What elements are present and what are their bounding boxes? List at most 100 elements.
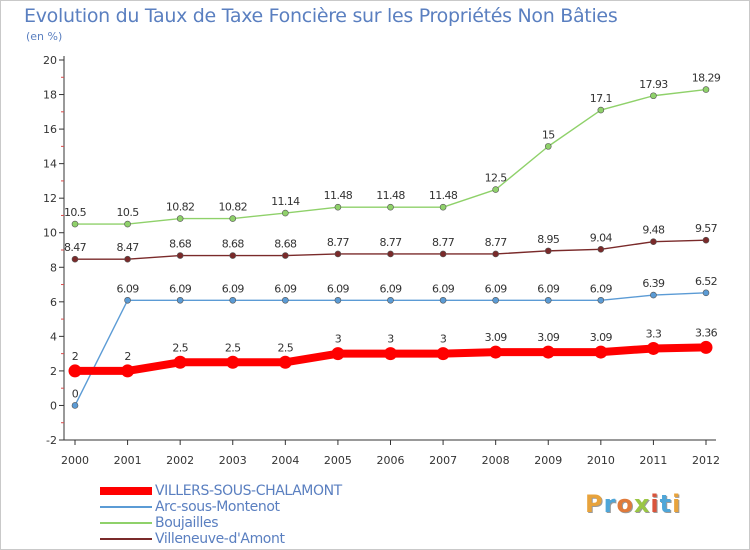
data-point [541, 345, 555, 359]
data-label: 10.82 [219, 201, 248, 214]
data-label: 17.93 [639, 78, 668, 91]
legend-label: Arc-sous-Montenot [155, 499, 280, 515]
data-label: 8.77 [432, 236, 455, 249]
legend-swatch [100, 538, 152, 540]
data-label: 12.5 [485, 172, 508, 185]
data-point [71, 220, 79, 228]
data-point [387, 250, 394, 258]
legend-label: Boujailles [155, 515, 219, 531]
x-tick-label: 2000 [61, 454, 89, 467]
data-label: 8.77 [485, 236, 508, 249]
x-tick-label: 2012 [692, 454, 720, 467]
data-point [702, 289, 710, 297]
data-point [489, 345, 503, 359]
data-label: 6.09 [537, 282, 560, 295]
data-point [176, 296, 184, 304]
data-label: 3.09 [537, 331, 560, 344]
chart-title: Evolution du Taux de Taxe Foncière sur l… [24, 5, 618, 27]
data-label: 3 [387, 333, 394, 346]
data-label: 17.1 [590, 92, 612, 105]
data-point [439, 250, 447, 258]
data-point [71, 255, 79, 263]
legend-swatch [100, 522, 152, 524]
data-label: 11.48 [324, 189, 353, 202]
data-point [597, 296, 605, 304]
data-point [282, 252, 289, 259]
data-label: 2 [72, 350, 78, 363]
data-label: 11.48 [376, 189, 405, 202]
data-label: 8.47 [64, 241, 87, 254]
data-point [492, 250, 499, 258]
data-point [702, 86, 710, 93]
data-point [544, 143, 552, 150]
chart-subtitle: (en %) [26, 30, 63, 43]
data-point [71, 402, 79, 409]
data-label: 8.68 [274, 238, 297, 251]
x-tick-label: 2001 [114, 454, 142, 467]
data-point [334, 296, 342, 304]
data-point [226, 355, 240, 369]
data-point [173, 355, 187, 369]
data-point [387, 296, 394, 304]
data-label: 3.09 [485, 331, 508, 344]
data-label: 18.29 [692, 72, 721, 85]
x-tick-label: 2008 [482, 454, 510, 467]
y-tick-label: 16 [43, 123, 57, 136]
data-point [492, 186, 499, 193]
x-tick-label: 2002 [166, 454, 194, 467]
data-point [229, 252, 237, 259]
data-point [124, 255, 131, 263]
data-label: 10.5 [64, 206, 87, 219]
x-tick-label: 2003 [219, 454, 247, 467]
data-point [702, 236, 710, 244]
data-point [699, 340, 713, 354]
data-point [646, 341, 660, 355]
data-label: 3.36 [695, 326, 718, 339]
data-label: 0 [72, 387, 79, 400]
data-label: 6.39 [642, 277, 665, 290]
data-label: 2.5 [225, 341, 241, 354]
y-tick-label: 14 [43, 158, 57, 171]
data-point [229, 296, 237, 304]
data-label: 6.09 [327, 282, 350, 295]
x-tick-label: 2007 [429, 454, 457, 467]
data-label: 2.5 [277, 341, 293, 354]
data-label: 2.5 [172, 341, 188, 354]
data-label: 3.3 [646, 327, 662, 340]
data-label: 6.09 [222, 282, 245, 295]
data-point [124, 220, 131, 228]
data-label: 6.09 [274, 282, 297, 295]
data-label: 6.09 [485, 282, 508, 295]
data-label: 9.04 [590, 231, 613, 244]
data-label: 15 [542, 128, 555, 141]
data-point [121, 364, 135, 378]
legend-swatch [100, 506, 152, 508]
x-tick-label: 2006 [377, 454, 405, 467]
data-label: 3 [335, 333, 342, 346]
data-label: 8.68 [169, 238, 192, 251]
y-tick-label: 20 [43, 54, 57, 67]
y-tick-label: 4 [50, 330, 57, 343]
data-label: 8.77 [379, 236, 402, 249]
data-point [439, 296, 447, 304]
data-point [594, 345, 608, 359]
data-point [331, 347, 345, 361]
y-tick-label: 2 [50, 365, 57, 378]
data-label: 6.09 [590, 282, 613, 295]
y-tick-label: 0 [50, 399, 57, 412]
data-label: 11.48 [429, 189, 458, 202]
x-tick-label: 2011 [639, 454, 667, 467]
data-point [439, 203, 447, 211]
data-label: 8.77 [327, 236, 350, 249]
y-tick-label: 12 [43, 192, 57, 205]
data-point [544, 247, 552, 255]
data-label: 9.57 [695, 222, 718, 235]
data-point [176, 215, 184, 222]
data-label: 8.47 [117, 241, 140, 254]
data-label: 3.09 [590, 331, 613, 344]
data-point [278, 355, 292, 369]
data-point [282, 296, 289, 304]
data-point [387, 203, 394, 211]
